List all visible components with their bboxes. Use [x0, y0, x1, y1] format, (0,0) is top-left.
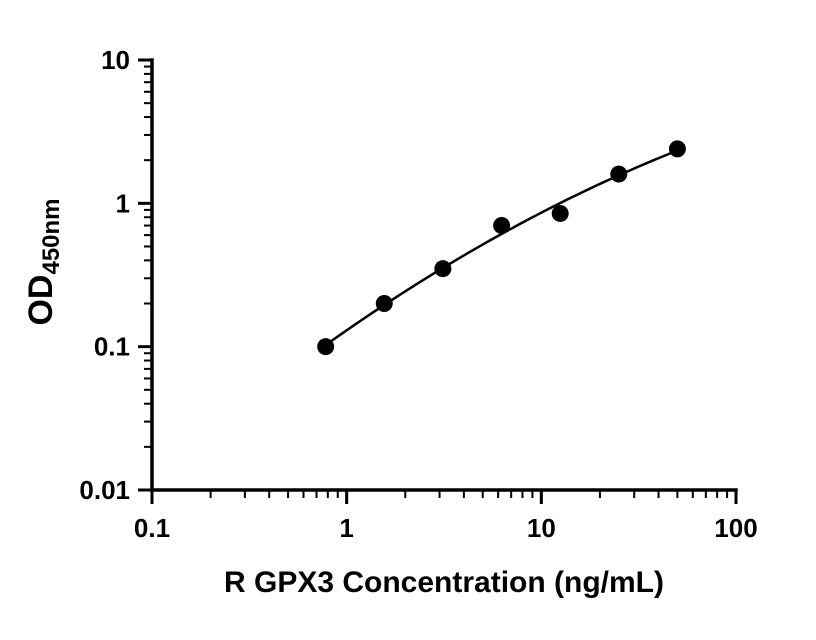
- data-point: [668, 140, 686, 158]
- y-axis-title-subscript: 450nm: [38, 198, 65, 274]
- y-tick-label: 0.1: [94, 332, 130, 362]
- x-tick-label: 1: [339, 513, 353, 543]
- data-point: [551, 204, 569, 222]
- y-tick-label: 1: [116, 188, 130, 218]
- data-point: [610, 165, 628, 183]
- data-point: [317, 338, 335, 356]
- y-axis-title-main: OD: [22, 275, 60, 326]
- data-point: [493, 217, 511, 235]
- x-tick-label: 10: [527, 513, 556, 543]
- x-tick-label: 0.1: [134, 513, 170, 543]
- x-tick-label: 100: [714, 513, 757, 543]
- y-tick-label: 10: [101, 45, 130, 75]
- data-point: [434, 260, 452, 278]
- data-point: [375, 295, 393, 313]
- y-tick-label: 0.01: [79, 475, 130, 505]
- y-axis-title: OD450nm: [22, 198, 65, 325]
- x-axis-title: R GPX3 Concentration (ng/mL): [224, 566, 664, 599]
